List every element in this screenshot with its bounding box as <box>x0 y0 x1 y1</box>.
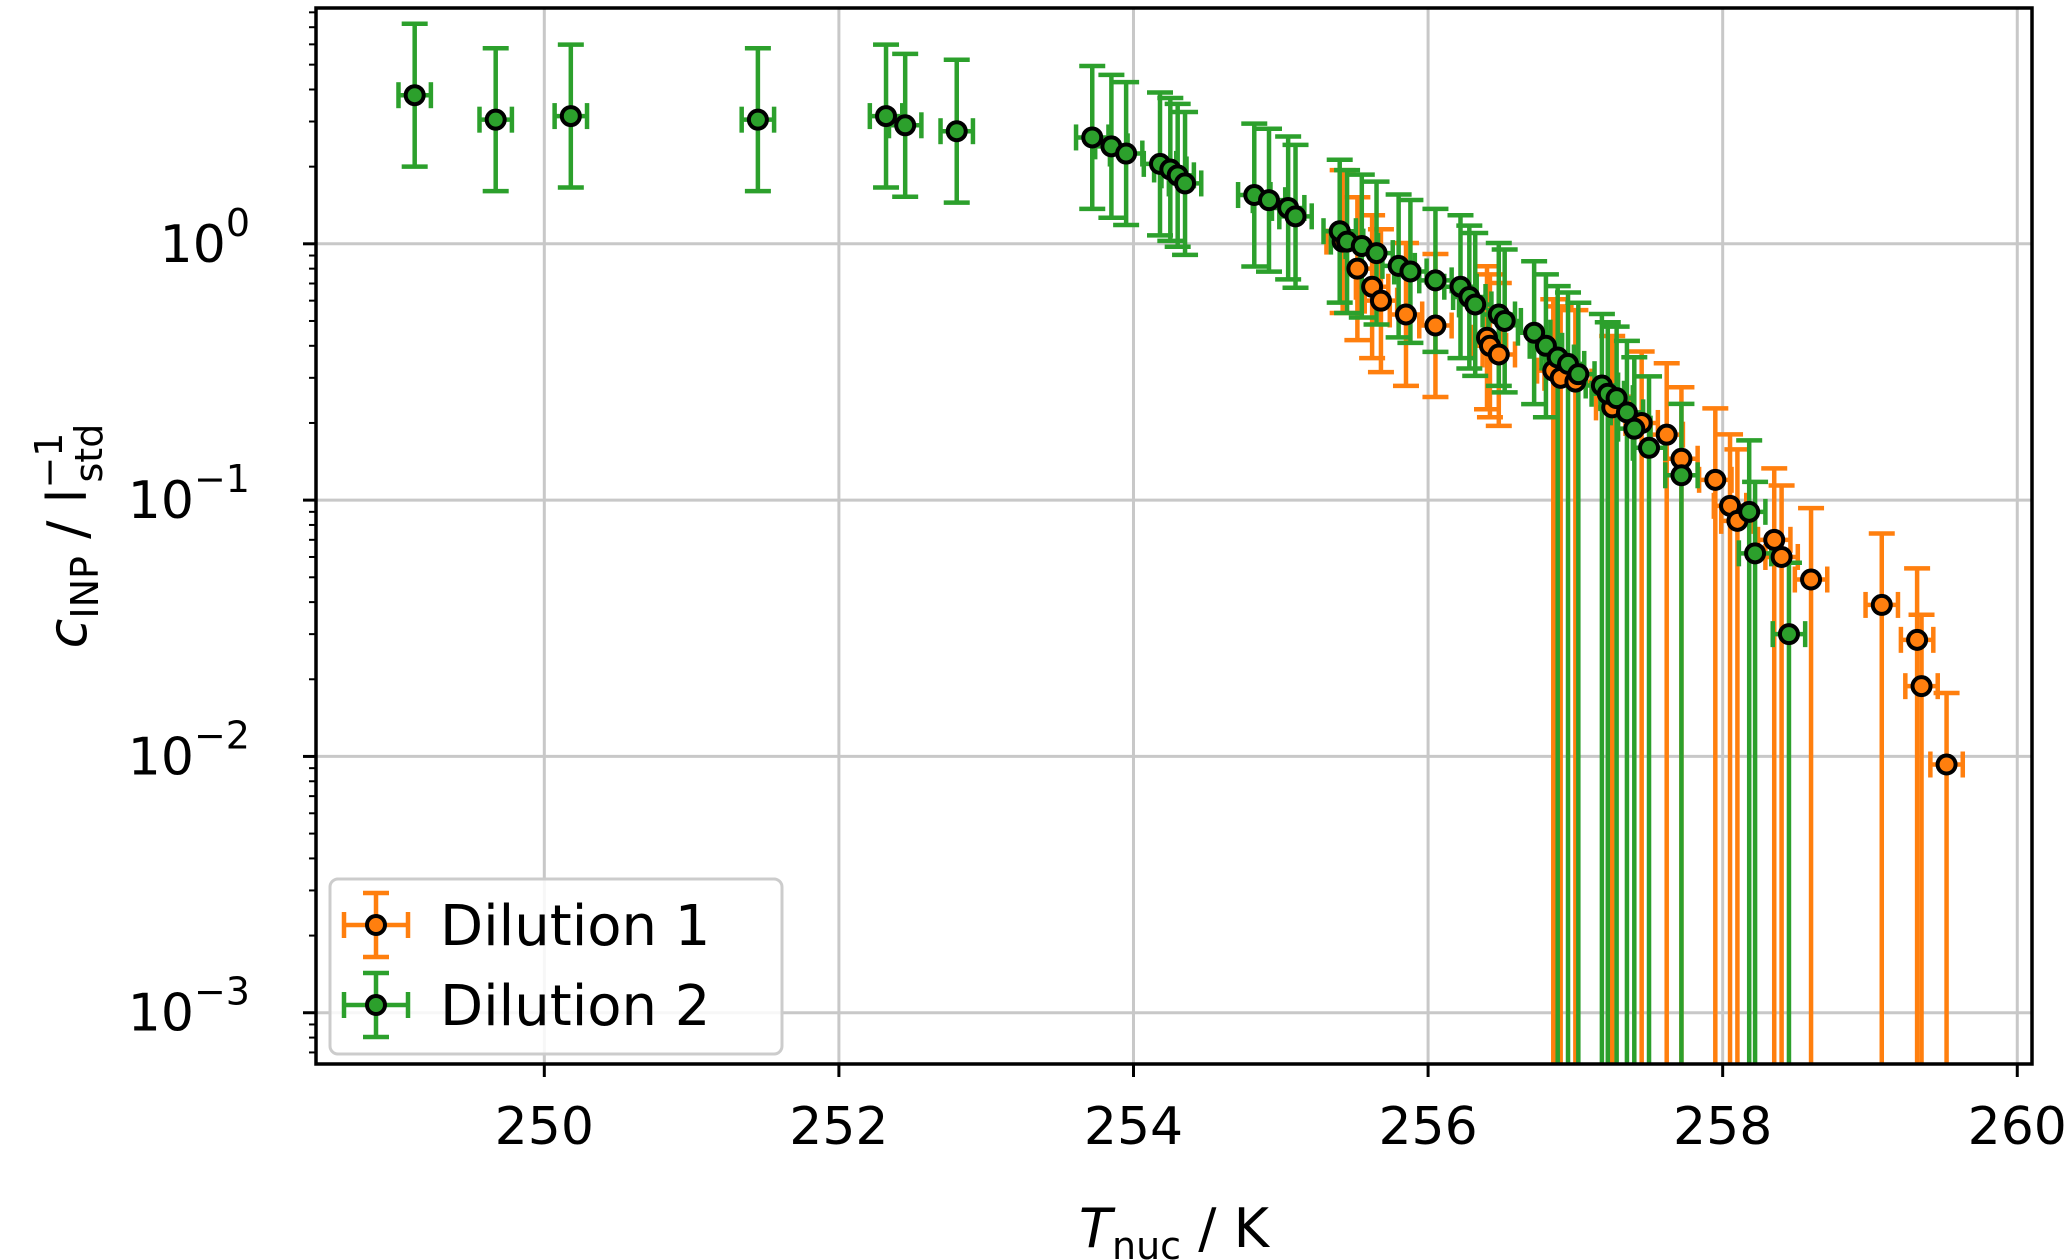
dilution-2-point <box>1670 464 1693 487</box>
dilution-2-point <box>894 114 917 137</box>
y-axis-label-sub2: std <box>67 424 111 483</box>
legend-item-2: Dilution 2 <box>341 970 710 1040</box>
x-axis-label-sub: nuc <box>1112 1224 1181 1260</box>
x-axis-label: Tnuc / K <box>1079 1197 1271 1260</box>
data-points <box>403 84 1958 776</box>
grid-lines <box>316 8 2032 1064</box>
legend-label: Dilution 2 <box>440 974 710 1039</box>
x-tick-label: 258 <box>1673 1097 1772 1157</box>
axis-ticks <box>303 11 2019 1077</box>
error-bar <box>1542 304 1580 1064</box>
dilution-1-point <box>1655 423 1678 446</box>
dilution-2-point <box>746 108 769 131</box>
error-bar <box>1615 354 1653 1064</box>
dilution-2-point <box>1365 242 1388 265</box>
dilution-2-point <box>1081 126 1104 149</box>
dilution-2-point <box>1605 387 1628 410</box>
dilution-2-point <box>1623 417 1646 440</box>
dilution-2-point <box>1567 363 1590 386</box>
dilution-2-point <box>1777 623 1800 646</box>
dilution-2-point <box>484 108 507 131</box>
error-bar <box>1662 401 1700 1064</box>
legend-box <box>328 877 784 1056</box>
x-tick-label: 250 <box>495 1097 594 1157</box>
dilution-1-point <box>1910 675 1933 698</box>
dilution-2-point <box>1464 293 1487 316</box>
y-axis-label-sep: / l <box>36 489 99 557</box>
y-axis-label-sub: INP <box>63 556 107 619</box>
error-bar <box>1623 349 1661 1064</box>
dilution-2-point <box>1284 205 1307 228</box>
dilution-2-point <box>1258 189 1281 212</box>
dilution-2-point <box>945 120 968 143</box>
y-tick-label: 10−2 <box>128 713 250 787</box>
dilution-2-point <box>1424 269 1447 292</box>
legend-marker-point <box>365 914 387 936</box>
y-axis-label-main: c <box>36 619 99 649</box>
x-tick-label: 256 <box>1378 1097 1477 1157</box>
legend: Dilution 1 Dilution 2 <box>328 877 784 1056</box>
dilution-2-point <box>1115 142 1138 165</box>
dilution-2-point <box>559 105 582 128</box>
legend-item-1: Dilution 1 <box>341 890 710 960</box>
x-axis-label-main: T <box>1079 1197 1116 1260</box>
tick-labels: 250 252 254 256 258 260 100 10−1 10−2 10−3 <box>128 201 2067 1157</box>
plot-frame <box>314 6 2034 1066</box>
error-bar <box>1556 307 1594 1064</box>
dilution-1-point <box>1424 314 1447 337</box>
dilution-1-point <box>1369 289 1392 312</box>
dilution-2-point <box>1744 542 1767 565</box>
y-axis-label: cINP / l−1std <box>27 424 111 649</box>
error-bar <box>1630 374 1668 1064</box>
x-tick-label: 260 <box>1968 1097 2067 1157</box>
dilution-1-point <box>1935 753 1958 776</box>
legend-marker-point <box>365 994 387 1016</box>
x-tick-label: 252 <box>789 1097 888 1157</box>
dilution-1-point <box>1487 343 1510 366</box>
dilution-2-point <box>1738 500 1761 523</box>
x-tick-label: 254 <box>1084 1097 1183 1157</box>
dilution-2-point <box>403 84 426 107</box>
dilution-2-point <box>1523 321 1546 344</box>
y-tick-label: 10−3 <box>128 970 250 1044</box>
dilution-1-point <box>1800 568 1823 591</box>
dilution-2-point <box>1638 436 1661 459</box>
y-tick-label: 10−1 <box>128 457 250 531</box>
dilution-2-point <box>1399 260 1422 283</box>
legend-label: Dilution 1 <box>440 894 710 959</box>
error-bar <box>1928 690 1966 1064</box>
dilution-2-point <box>1493 309 1516 332</box>
error-bar <box>1792 505 1830 1064</box>
dilution-1-point <box>1394 303 1417 326</box>
dilution-2-point <box>1174 172 1197 195</box>
dilution-1-point <box>1906 628 1929 651</box>
dilution-1-point <box>1770 545 1793 568</box>
dilution-1-point <box>1870 593 1893 616</box>
dilution-1-point <box>1346 257 1369 280</box>
y-tick-label: 100 <box>160 201 250 275</box>
x-axis-label-unit: / K <box>1181 1197 1271 1260</box>
y-axis-label-sup: −1 <box>27 433 71 489</box>
error-bar <box>1534 296 1572 1064</box>
dilution-2-point <box>875 105 898 128</box>
dilution-1-point <box>1704 468 1727 491</box>
